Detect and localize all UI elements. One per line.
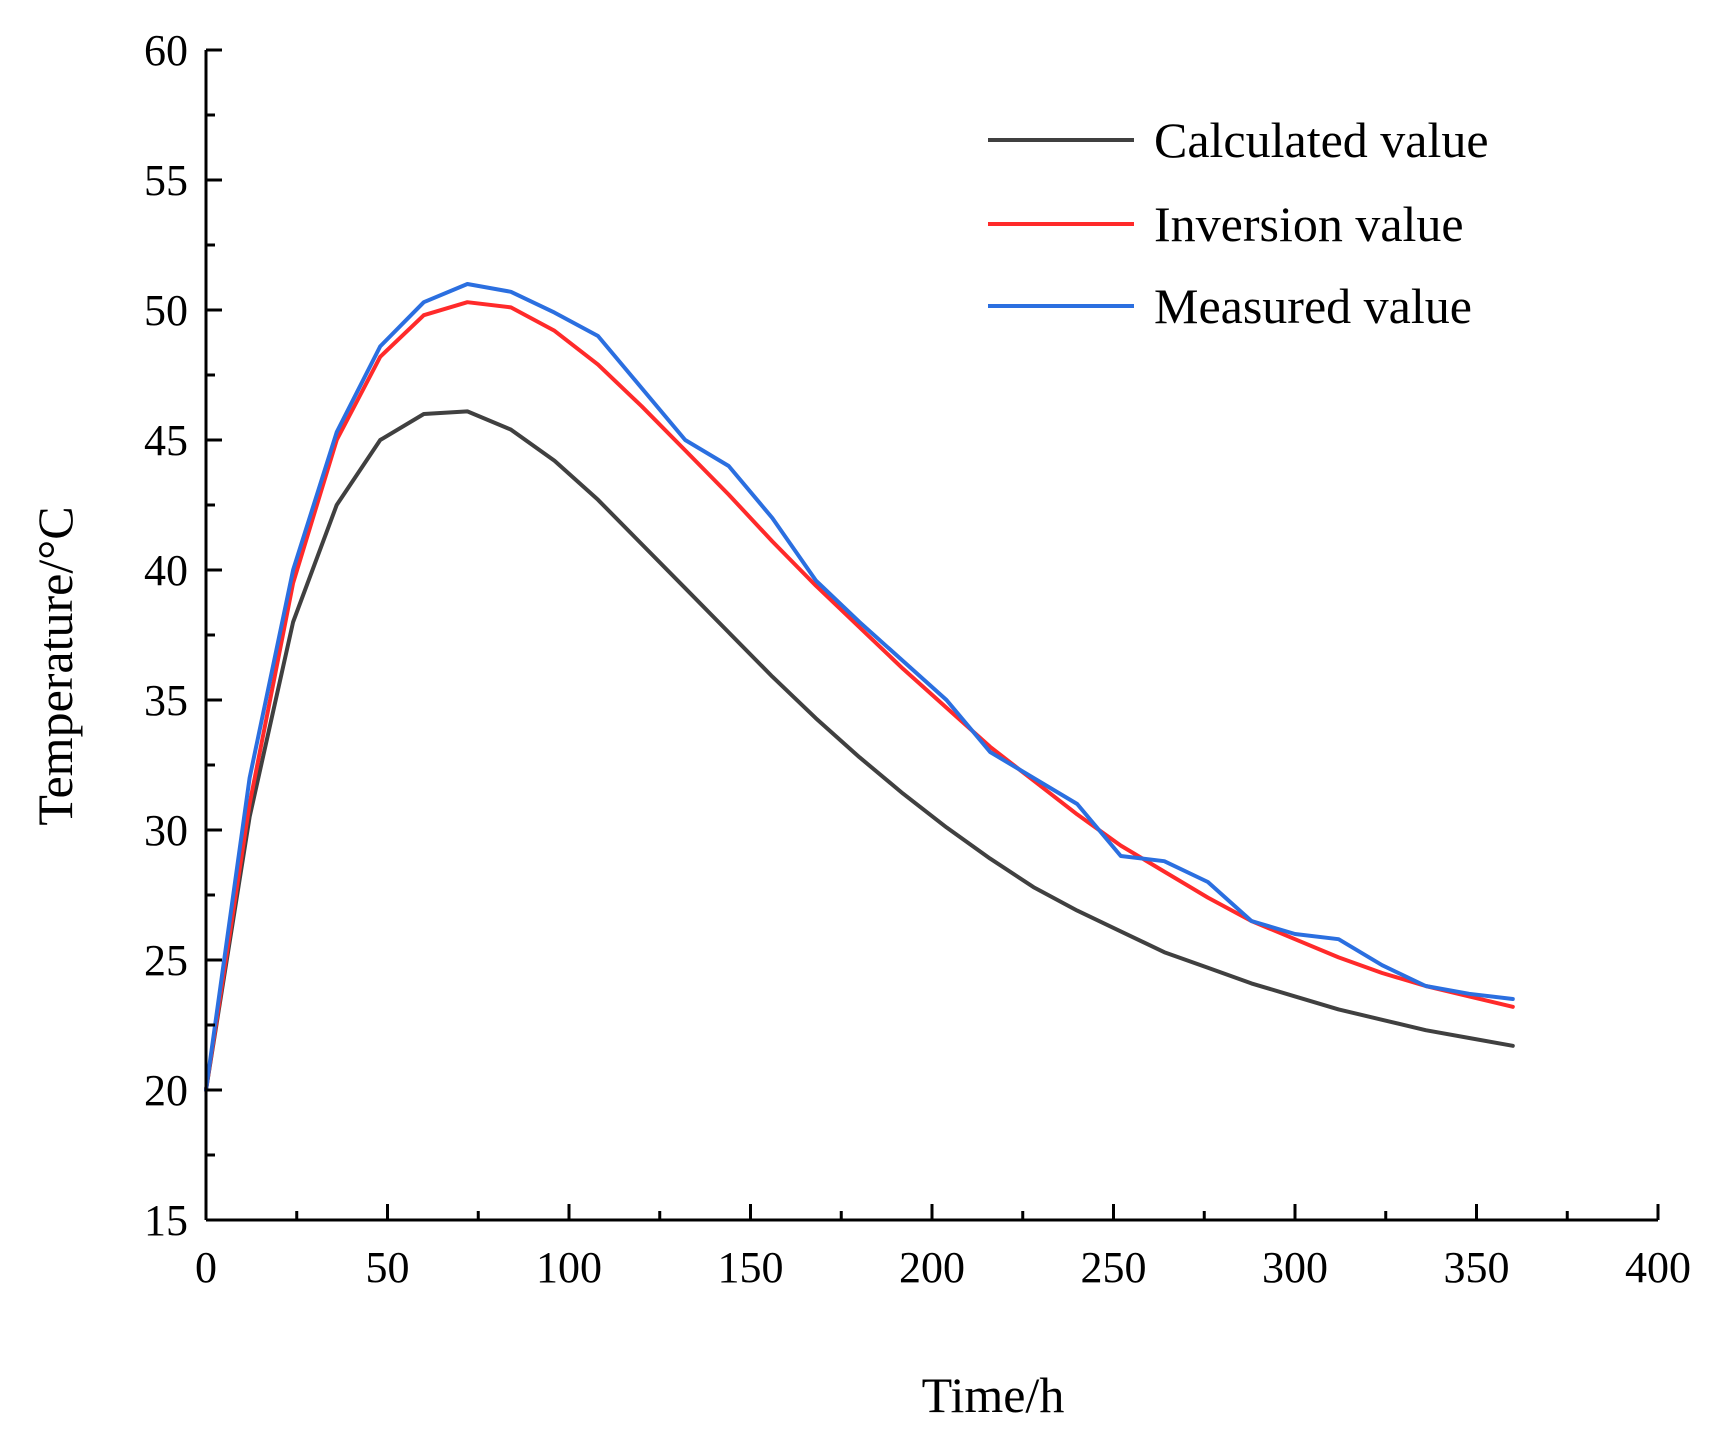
y-tick-label: 20 (144, 1066, 188, 1115)
plot-lines (204, 282, 1515, 1092)
y-tick-label: 25 (144, 936, 188, 985)
series-line-1 (204, 300, 1515, 1092)
y-tick-label: 45 (144, 416, 188, 465)
y-tick-label: 30 (144, 806, 188, 855)
y-tick-label: 55 (144, 156, 188, 205)
x-tick-label: 300 (1262, 1243, 1328, 1292)
x-tick-label: 350 (1444, 1243, 1510, 1292)
y-axis-title: Temperature/°C (27, 506, 83, 825)
x-axis-title: Time/h (922, 1367, 1065, 1423)
y-tick-label: 35 (144, 676, 188, 725)
series-line-2 (204, 282, 1515, 1092)
x-tick-label: 0 (195, 1243, 217, 1292)
x-tick-label: 400 (1625, 1243, 1691, 1292)
x-tick-label: 250 (1081, 1243, 1147, 1292)
legend-label-1: Inversion value (1154, 196, 1464, 252)
y-tick-label: 40 (144, 546, 188, 595)
x-tick-label: 50 (366, 1243, 410, 1292)
y-tick-label: 50 (144, 286, 188, 335)
ticks (204, 48, 1660, 1222)
series-line-0 (204, 409, 1515, 1092)
x-tick-label: 100 (536, 1243, 602, 1292)
tick-labels: 0 50 100 150 200 250 300 350 400 15 20 25 30 35 40 45 50… (144, 26, 1691, 1292)
legend-label-2: Measured value (1154, 278, 1472, 334)
legend: Calculated value Inversion value Measured … (988, 112, 1489, 334)
x-tick-label: 150 (718, 1243, 784, 1292)
legend-label-0: Calculated value (1154, 112, 1489, 168)
y-tick-label: 60 (144, 26, 188, 75)
y-tick-label: 15 (144, 1196, 188, 1245)
x-tick-label: 200 (899, 1243, 965, 1292)
